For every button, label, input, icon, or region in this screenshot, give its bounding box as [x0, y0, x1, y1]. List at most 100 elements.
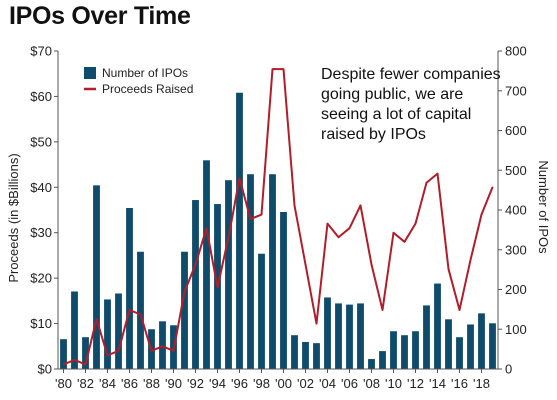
right-tick-label: 500 [505, 163, 527, 178]
x-tick-label: '10 [385, 376, 402, 391]
proceeds-point-2006 [348, 227, 351, 229]
proceeds-point-1988 [150, 350, 153, 352]
proceeds-point-2008 [370, 263, 373, 266]
x-tick-label: '80 [55, 376, 72, 391]
proceeds-point-1984 [106, 354, 109, 357]
bar-1981 [71, 291, 78, 369]
proceeds-point-2005 [337, 236, 340, 239]
x-tick-label: '12 [407, 376, 424, 391]
bar-2006 [346, 304, 353, 369]
proceeds-point-2000 [282, 68, 285, 70]
x-tick-label: '92 [187, 376, 204, 391]
legend-label-proceeds-raised: Proceeds Raised [102, 82, 193, 96]
proceeds-point-1983 [95, 318, 98, 320]
proceeds-point-2014 [436, 172, 439, 175]
bar-1997 [247, 174, 254, 369]
proceeds-point-2007 [359, 204, 362, 207]
bar-1995 [225, 180, 232, 369]
bar-2015 [445, 319, 452, 369]
bar-1984 [104, 299, 111, 369]
bar-1982 [82, 337, 89, 369]
bar-1991 [181, 251, 188, 369]
bar-1989 [159, 321, 166, 369]
right-tick-label: 400 [505, 203, 527, 218]
proceeds-point-1982 [84, 363, 87, 366]
bar-2007 [357, 303, 364, 369]
annotation: Despite fewer companies going public, we… [321, 66, 501, 143]
bar-2014 [434, 283, 441, 369]
proceeds-point-1986 [128, 309, 131, 311]
left-tick-label: $70 [30, 44, 52, 59]
legend-swatch-number-of-ipos [84, 67, 96, 79]
proceeds-point-2012 [414, 222, 417, 225]
proceeds-point-2015 [447, 268, 450, 270]
right-tick-label: 700 [505, 83, 527, 98]
left-tick-label: $30 [30, 225, 52, 240]
bar-1980 [60, 339, 67, 369]
right-tick-label: 0 [505, 362, 512, 377]
x-tick-label: '02 [297, 376, 314, 391]
annotation-line-2: going public, we are [321, 86, 463, 103]
bar-1992 [192, 200, 199, 369]
bar-1996 [236, 92, 243, 370]
x-tick-label: '88 [143, 376, 160, 391]
annotation-line-4: raised by IPOs [321, 126, 426, 143]
bar-1998 [258, 253, 265, 369]
bar-2013 [423, 305, 430, 369]
right-tick-label: 600 [505, 123, 527, 138]
bar-1983 [93, 185, 100, 369]
bar-2010 [390, 331, 397, 369]
proceeds-point-1998 [260, 213, 263, 216]
x-tick-label: '84 [99, 376, 116, 391]
bar-2019 [489, 323, 496, 369]
legend-label-number-of-ipos: Number of IPOs [102, 66, 188, 80]
proceeds-point-2018 [480, 213, 483, 216]
proceeds-point-1987 [139, 313, 142, 316]
right-tick-label: 300 [505, 242, 527, 257]
left-tick-label: $50 [30, 134, 52, 149]
annotation-line-3: seeing a lot of capital [321, 106, 471, 123]
x-axis-ticks: '80 '82 '84 '86 '88 '90 '92 '94 '96 '98 '00 '02 '04 '… [55, 369, 490, 391]
bar-1993 [203, 160, 210, 369]
right-tick-label: 100 [505, 322, 527, 337]
right-axis-title: Number of IPOs [536, 160, 551, 254]
bar-2008 [368, 359, 375, 369]
proceeds-line-layer [62, 68, 494, 366]
left-tick-label: $60 [30, 89, 52, 104]
proceeds-point-2003 [315, 322, 318, 325]
x-tick-label: '94 [209, 376, 226, 391]
right-axis-ticks: 0 100 200 300 400 500 600 700 800 [498, 44, 527, 377]
proceeds-point-1999 [271, 68, 274, 70]
bar-2017 [467, 324, 474, 369]
bar-1999 [269, 174, 276, 369]
proceeds-point-1996 [238, 177, 241, 179]
proceeds-point-2019 [491, 186, 494, 189]
proceeds-point-1992 [194, 263, 197, 266]
left-tick-label: $40 [30, 180, 52, 195]
x-tick-label: '82 [77, 376, 94, 391]
left-tick-label: $0 [38, 362, 52, 377]
bar-2016 [456, 337, 463, 369]
proceeds-point-1994 [216, 286, 219, 289]
right-tick-label: 200 [505, 282, 527, 297]
bar-2000 [280, 211, 287, 369]
proceeds-point-1981 [73, 359, 76, 361]
bar-2002 [302, 341, 309, 369]
right-tick-label: 800 [505, 44, 527, 59]
x-tick-label: '18 [473, 376, 490, 391]
x-tick-label: '86 [121, 376, 138, 391]
proceeds-point-2010 [392, 231, 395, 234]
legend: Number of IPOs Proceeds Raised [84, 66, 193, 96]
x-tick-label: '00 [275, 376, 292, 391]
bar-2009 [379, 351, 386, 369]
x-tick-label: '90 [165, 376, 182, 391]
proceeds-point-2016 [458, 309, 461, 311]
proceeds-point-1980 [62, 363, 65, 366]
bar-2011 [401, 335, 408, 369]
left-tick-label: $20 [30, 271, 52, 286]
bar-2003 [313, 343, 320, 369]
proceeds-point-2011 [403, 241, 406, 243]
proceeds-point-1989 [161, 345, 164, 348]
proceeds-point-2001 [293, 204, 296, 207]
proceeds-point-1991 [183, 290, 186, 293]
